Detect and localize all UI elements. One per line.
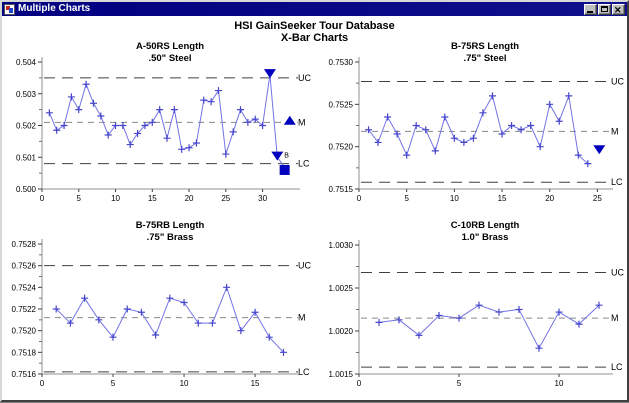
svg-text:0.7516: 0.7516 — [12, 370, 37, 379]
svg-text:15: 15 — [148, 194, 157, 203]
svg-text:0.7522: 0.7522 — [12, 305, 37, 314]
svg-text:20: 20 — [545, 194, 554, 203]
svg-text:25: 25 — [221, 194, 230, 203]
svg-text:5: 5 — [457, 379, 462, 388]
svg-text:20: 20 — [185, 194, 194, 203]
chart-b75rb-length: B-75RB Length.75" Brass UC M LC 0.7516 0.7518… — [6, 212, 316, 403]
svg-text:10: 10 — [555, 379, 564, 388]
svg-text:15: 15 — [251, 379, 260, 388]
svg-text:0: 0 — [40, 194, 45, 203]
svg-text:1.0" Brass: 1.0" Brass — [462, 232, 509, 243]
svg-text:0.502: 0.502 — [16, 122, 37, 131]
svg-text:.75" Brass: .75" Brass — [147, 232, 194, 243]
svg-text:1.0025: 1.0025 — [329, 284, 354, 293]
svg-text:C-10RB Length: C-10RB Length — [451, 220, 520, 231]
svg-text:0.7530: 0.7530 — [329, 58, 354, 67]
svg-text:0.503: 0.503 — [16, 90, 37, 99]
chart-b75rb-svg: B-75RB Length.75" Brass UC M LC 0.7516 0.7518… — [6, 212, 316, 398]
maximize-button[interactable] — [598, 4, 611, 15]
svg-text:LC: LC — [611, 177, 623, 187]
svg-text:5: 5 — [111, 379, 116, 388]
chart-a50rs-length: A-50RS Length.50" Steel UC M LC 0.500 0.501 0.… — [6, 40, 316, 211]
svg-text:0.500: 0.500 — [16, 185, 37, 194]
chart-canvas: HSI GainSeeker Tour Database X-Bar Chart… — [4, 18, 625, 398]
svg-text:25: 25 — [593, 194, 602, 203]
svg-text:.75" Steel: .75" Steel — [463, 53, 506, 64]
svg-text:5: 5 — [404, 194, 409, 203]
svg-text:0.7525: 0.7525 — [329, 100, 354, 109]
svg-text:10: 10 — [450, 194, 459, 203]
report-title: HSI GainSeeker Tour Database — [4, 20, 625, 32]
svg-text:15: 15 — [498, 194, 507, 203]
svg-text:LC: LC — [298, 159, 310, 169]
chart-a50rs-svg: A-50RS Length.50" Steel UC M LC 0.500 0.501 0.… — [6, 40, 316, 206]
svg-text:0.504: 0.504 — [16, 58, 37, 67]
svg-text:0.7524: 0.7524 — [12, 283, 37, 292]
svg-text:0.7520: 0.7520 — [329, 143, 354, 152]
svg-text:0: 0 — [357, 194, 362, 203]
svg-text:0.7518: 0.7518 — [12, 348, 37, 357]
svg-text:30: 30 — [258, 194, 267, 203]
svg-text:A-50RS Length: A-50RS Length — [136, 41, 204, 52]
svg-text:0: 0 — [357, 379, 362, 388]
svg-text:0.7520: 0.7520 — [12, 327, 37, 336]
window-controls: ✕ — [584, 4, 625, 15]
svg-text:0.7528: 0.7528 — [12, 240, 37, 249]
close-icon: ✕ — [614, 5, 622, 15]
svg-text:UC: UC — [298, 261, 311, 271]
svg-text:B-75RS Length: B-75RS Length — [451, 41, 519, 52]
svg-text:1.0015: 1.0015 — [329, 370, 354, 379]
svg-text:.50" Steel: .50" Steel — [148, 53, 191, 64]
svg-text:UC: UC — [611, 268, 624, 278]
svg-text:M: M — [611, 126, 619, 136]
svg-text:UC: UC — [298, 73, 311, 83]
svg-text:5: 5 — [77, 194, 82, 203]
svg-text:LC: LC — [611, 362, 623, 372]
chart-b75rs-svg: B-75RS Length.75" Steel UC M LC 0.7515 0.7520… — [319, 40, 629, 206]
svg-text:10: 10 — [180, 379, 189, 388]
minimize-icon — [587, 11, 593, 13]
svg-text:LC: LC — [298, 367, 310, 377]
svg-text:UC: UC — [611, 76, 624, 86]
svg-text:1.0030: 1.0030 — [329, 241, 354, 250]
svg-text:0.501: 0.501 — [16, 153, 37, 162]
svg-text:B: B — [284, 153, 289, 160]
chart-b75rs-length: B-75RS Length.75" Steel UC M LC 0.7515 0.7520… — [319, 40, 629, 211]
app-icon — [4, 4, 15, 15]
window-title: Multiple Charts — [18, 2, 581, 16]
svg-text:0.7515: 0.7515 — [329, 185, 354, 194]
maximize-icon — [601, 6, 608, 12]
svg-text:1.0020: 1.0020 — [329, 327, 354, 336]
svg-text:M: M — [611, 313, 619, 323]
svg-text:0.7526: 0.7526 — [12, 262, 37, 271]
close-button[interactable]: ✕ — [612, 4, 625, 15]
svg-text:B-75RB Length: B-75RB Length — [136, 220, 205, 231]
svg-text:10: 10 — [111, 194, 120, 203]
svg-text:0: 0 — [40, 379, 45, 388]
svg-text:M: M — [298, 117, 306, 127]
minimize-button[interactable] — [584, 4, 597, 15]
titlebar[interactable]: Multiple Charts ✕ — [2, 2, 627, 16]
svg-text:M: M — [298, 313, 306, 323]
